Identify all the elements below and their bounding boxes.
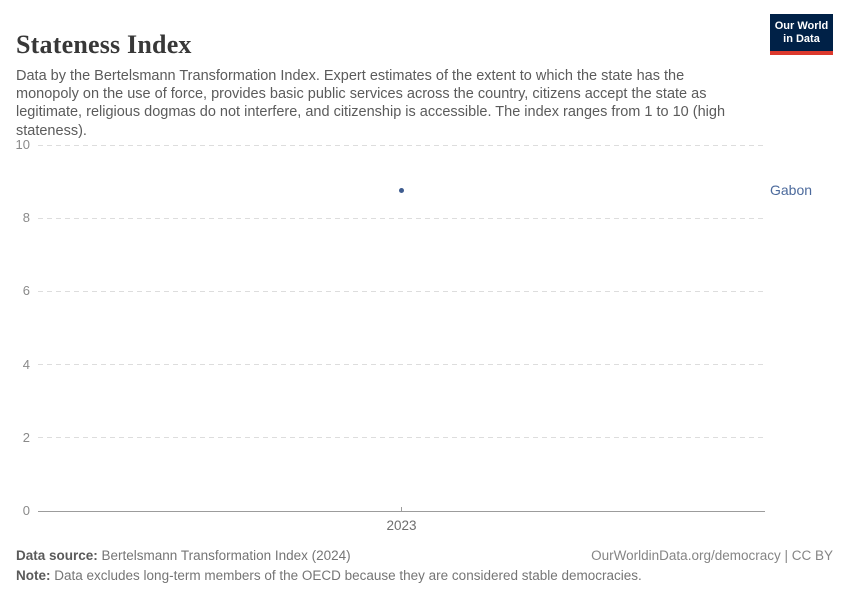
owid-logo[interactable]: Our World in Data [770, 14, 833, 55]
y-axis-tick-label: 0 [22, 503, 30, 518]
y-axis-tick-label: 6 [22, 283, 30, 299]
data-source-text: Bertelsmann Transformation Index (2024) [97, 548, 351, 563]
y-axis-tick-label: 8 [22, 210, 30, 226]
y-gridline [38, 217, 765, 219]
y-gridline [38, 364, 765, 366]
note-label: Note: [16, 568, 51, 583]
x-axis-tick [401, 507, 402, 511]
x-axis-baseline [38, 510, 765, 512]
y-axis-tick-label: 2 [22, 429, 30, 445]
data-source-label: Data source: [16, 548, 98, 563]
y-gridline [38, 290, 765, 292]
data-point-gabon[interactable] [399, 188, 404, 194]
x-axis-tick-label: 2023 [386, 518, 417, 533]
owid-logo-box: Our World in Data [770, 14, 833, 51]
page-title: Stateness Index [16, 30, 192, 60]
owid-logo-line1: Our World [774, 20, 829, 32]
y-gridline [38, 144, 765, 146]
footer-url-and-license[interactable]: OurWorldinData.org/democracy | CC BY [591, 548, 833, 563]
owid-logo-accent-bar [770, 51, 833, 55]
entity-label-gabon[interactable]: Gabon [770, 181, 813, 198]
y-axis-tick-label: 10 [15, 137, 30, 152]
owid-logo-line2: in Data [783, 32, 820, 45]
y-gridline [38, 437, 765, 439]
data-source-line: Data source: Bertelsmann Transformation … [16, 548, 351, 563]
chart-subtitle: Data by the Bertelsmann Transformation I… [16, 67, 726, 139]
y-axis-tick-label: 4 [22, 356, 30, 372]
note-text: Data excludes long-term members of the O… [50, 568, 642, 583]
note-line: Note: Data excludes long-term members of… [16, 568, 642, 583]
